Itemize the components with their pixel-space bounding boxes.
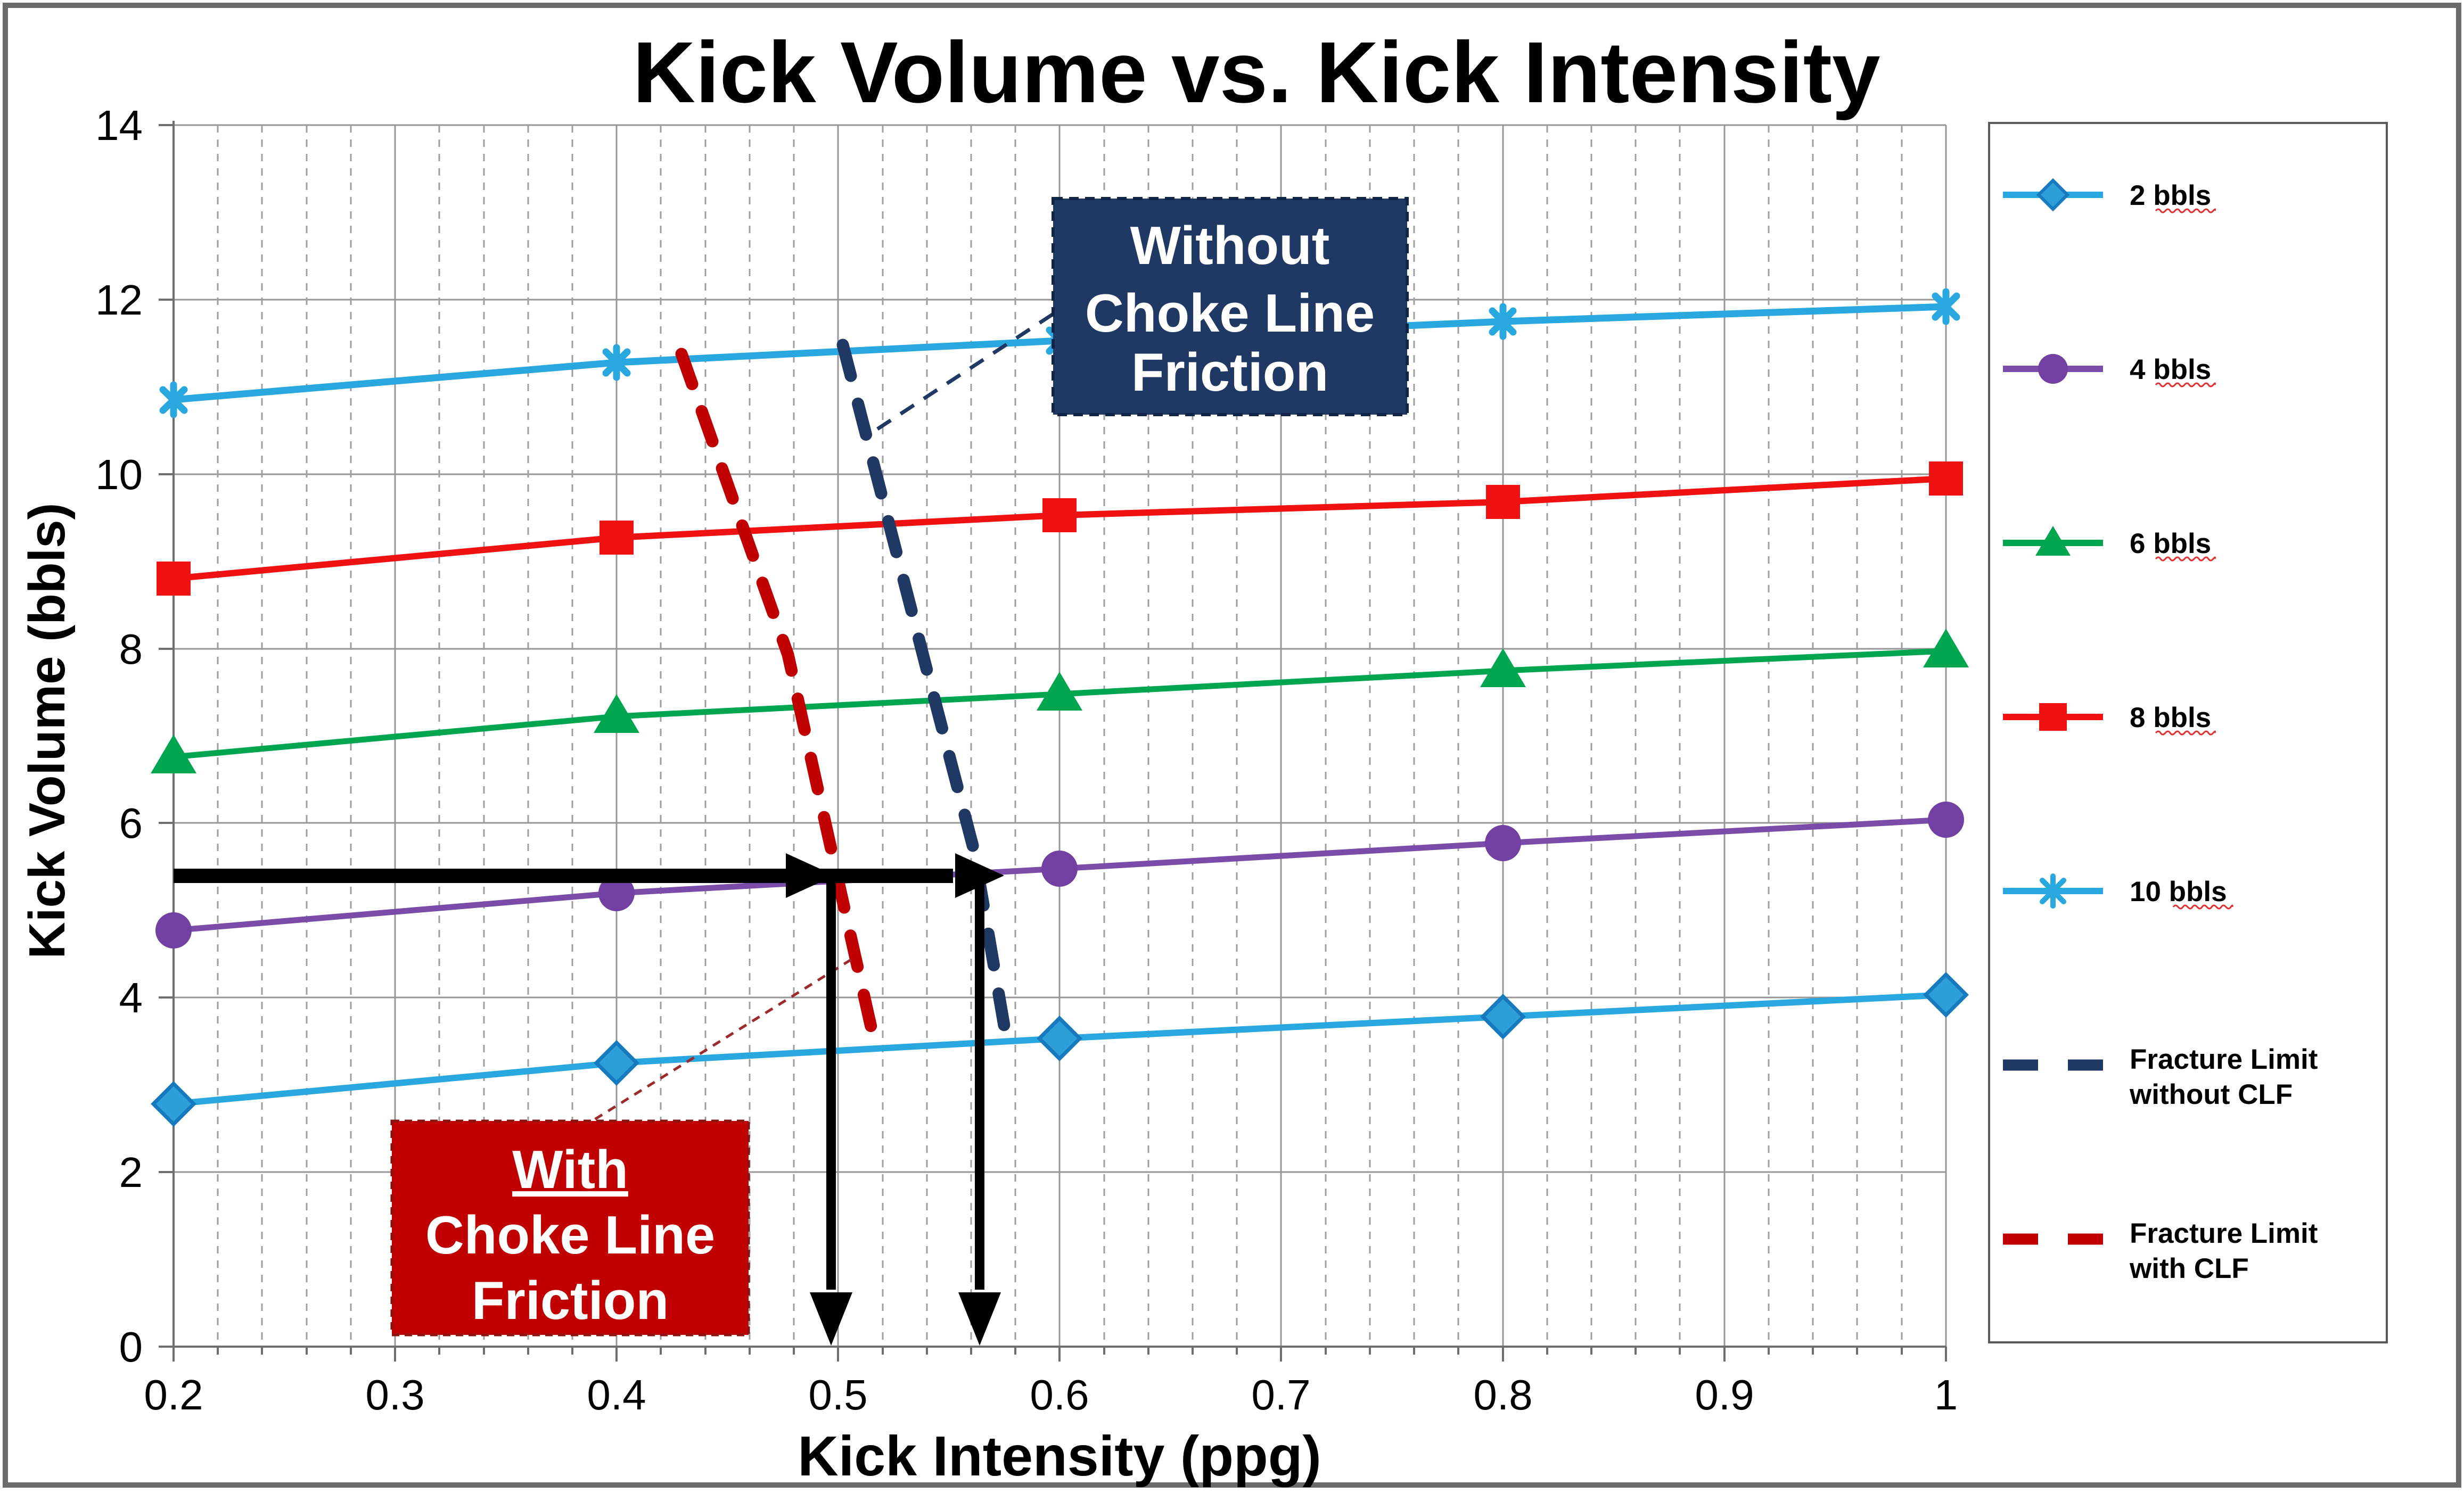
- svg-text:14: 14: [95, 102, 143, 149]
- svg-text:Friction: Friction: [472, 1271, 669, 1331]
- svg-text:2: 2: [119, 1149, 143, 1196]
- svg-text:0.8: 0.8: [1473, 1371, 1532, 1418]
- svg-text:Fracture Limit: Fracture Limit: [2130, 1218, 2318, 1249]
- svg-text:with CLF: with CLF: [2129, 1253, 2249, 1284]
- svg-text:0.5: 0.5: [808, 1371, 867, 1418]
- svg-text:0.9: 0.9: [1695, 1371, 1754, 1418]
- svg-text:Choke Line: Choke Line: [425, 1206, 715, 1265]
- svg-text:8 bbls: 8 bbls: [2130, 702, 2211, 733]
- svg-text:10: 10: [95, 451, 143, 498]
- svg-text:Fracture Limit: Fracture Limit: [2130, 1044, 2318, 1075]
- svg-text:Kick Intensity (ppg): Kick Intensity (ppg): [798, 1425, 1321, 1488]
- svg-text:8: 8: [119, 625, 143, 673]
- svg-text:4 bbls: 4 bbls: [2130, 354, 2211, 385]
- svg-text:0.4: 0.4: [587, 1371, 646, 1418]
- svg-text:Without: Without: [1130, 216, 1330, 276]
- svg-text:0.7: 0.7: [1251, 1371, 1310, 1418]
- svg-text:6: 6: [119, 799, 143, 847]
- svg-text:4: 4: [119, 974, 143, 1021]
- svg-text:10 bbls: 10 bbls: [2130, 876, 2227, 908]
- svg-text:6 bbls: 6 bbls: [2130, 528, 2211, 559]
- svg-text:12: 12: [95, 276, 143, 324]
- svg-text:Friction: Friction: [1131, 343, 1328, 402]
- svg-text:Kick Volume vs. Kick Intensity: Kick Volume vs. Kick Intensity: [633, 23, 1880, 121]
- svg-text:Choke Line: Choke Line: [1085, 284, 1375, 343]
- svg-text:0.2: 0.2: [144, 1371, 203, 1418]
- svg-text:0: 0: [119, 1323, 143, 1371]
- svg-text:1: 1: [1934, 1371, 1958, 1418]
- svg-text:With: With: [512, 1140, 628, 1200]
- svg-text:2 bbls: 2 bbls: [2130, 180, 2211, 211]
- svg-text:0.6: 0.6: [1030, 1371, 1089, 1418]
- svg-text:Kick Volume (bbls): Kick Volume (bbls): [19, 502, 76, 959]
- svg-text:0.3: 0.3: [365, 1371, 424, 1418]
- svg-text:without CLF: without CLF: [2129, 1079, 2293, 1110]
